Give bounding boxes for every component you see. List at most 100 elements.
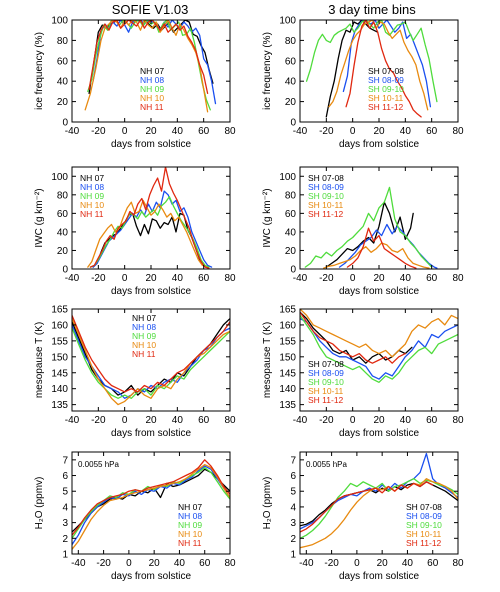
x-tick-label: -40 bbox=[293, 126, 308, 137]
x-tick-label: 0 bbox=[350, 273, 356, 284]
x-tick-label: -40 bbox=[65, 273, 80, 284]
x-tick-label: 40 bbox=[400, 273, 412, 284]
series-line-sh-10-11 bbox=[323, 242, 430, 269]
legend-entry: SH 11-12 bbox=[406, 538, 442, 548]
series-line-sh-10-11 bbox=[300, 478, 458, 549]
y-axis-label: mesopause T (K) bbox=[262, 322, 273, 398]
y-tick-label: 4 bbox=[290, 502, 296, 513]
y-tick-label: 2 bbox=[62, 534, 68, 545]
y-tick-label: 150 bbox=[279, 352, 296, 363]
y-tick-label: 5 bbox=[62, 487, 68, 498]
panel-sh-ice: -40 -20 0 20 40 60 80 0 20 40 60 80 100 days from sol… bbox=[262, 16, 464, 151]
legend-entry: SH 07-08 bbox=[406, 502, 442, 512]
x-tick-label: 40 bbox=[400, 415, 412, 426]
x-tick-label: -20 bbox=[319, 415, 334, 426]
y-tick-label: 40 bbox=[285, 77, 297, 88]
x-axis-label: days from solstice bbox=[111, 286, 191, 297]
legend-entry: NH 10 bbox=[80, 200, 104, 210]
y-tick-label: 135 bbox=[51, 400, 68, 411]
series-line-sh-11-12 bbox=[300, 311, 406, 364]
x-tick-label: -40 bbox=[65, 415, 80, 426]
legend-entry: SH 09-10 bbox=[406, 520, 442, 530]
legend-entry: SH 11-12 bbox=[308, 209, 344, 219]
series-line-nh-09 bbox=[72, 327, 230, 399]
legend-entry: SH 10-11 bbox=[406, 529, 442, 539]
y-tick-label: 7 bbox=[290, 455, 296, 466]
series-line-sh-07-08 bbox=[325, 201, 414, 268]
y-axis-label: IWC (g km⁻²) bbox=[34, 188, 45, 247]
series-line-sh-10-11 bbox=[328, 20, 429, 111]
x-tick-label: 40 bbox=[400, 126, 412, 137]
y-tick-label: 100 bbox=[51, 16, 68, 27]
legend-entry: NH 08 bbox=[140, 75, 164, 85]
x-tick-label: -20 bbox=[319, 126, 334, 137]
x-tick-label: -40 bbox=[293, 273, 308, 284]
x-tick-label: 40 bbox=[172, 126, 184, 137]
legend-entry: NH 09 bbox=[132, 331, 156, 341]
legend-entry: SH 07-08 bbox=[308, 359, 344, 369]
y-tick-label: 1 bbox=[290, 550, 296, 561]
x-tick-label: 20 bbox=[377, 558, 389, 569]
legend-entry: SH 09-10 bbox=[308, 377, 344, 387]
y-tick-label: 1 bbox=[62, 550, 68, 561]
y-tick-label: 80 bbox=[285, 190, 297, 201]
legend-entry: SH 07-08 bbox=[368, 66, 404, 76]
x-tick-label: 0 bbox=[350, 415, 356, 426]
y-tick-label: 165 bbox=[279, 305, 296, 316]
legend-entry: NH 10 bbox=[178, 529, 202, 539]
x-tick-label: 0 bbox=[354, 558, 360, 569]
legend-entry: NH 09 bbox=[140, 84, 164, 94]
y-tick-label: 0 bbox=[62, 265, 68, 276]
legend-entry: SH 11-12 bbox=[308, 395, 344, 405]
legend-entry: NH 11 bbox=[178, 538, 202, 548]
x-tick-label: 80 bbox=[452, 126, 464, 137]
panel-sh-temp: -40 -20 0 20 40 60 80 135 140 145 150 155 160 165 days… bbox=[262, 305, 464, 440]
x-tick-label: 20 bbox=[373, 126, 385, 137]
legend-entry: NH 10 bbox=[132, 340, 156, 350]
x-tick-label: 60 bbox=[198, 126, 210, 137]
legend-entry: NH 08 bbox=[178, 511, 202, 521]
series-line-nh-11 bbox=[88, 20, 209, 95]
y-tick-label: 4 bbox=[62, 502, 68, 513]
y-tick-label: 100 bbox=[279, 16, 296, 27]
legend-entry: NH 09 bbox=[80, 191, 104, 201]
y-tick-label: 100 bbox=[51, 172, 68, 183]
legend-entry: NH 11 bbox=[80, 209, 104, 219]
panel-nh-h2o: -40 -20 0 20 40 60 80 1 2 3 4 5 6 7 days from solstice… bbox=[34, 451, 236, 582]
y-tick-label: 150 bbox=[51, 352, 68, 363]
legend-entry: SH 08-09 bbox=[406, 511, 442, 521]
x-tick-label: 0 bbox=[122, 126, 128, 137]
y-tick-label: 20 bbox=[57, 246, 69, 257]
x-tick-label: 80 bbox=[224, 415, 236, 426]
plot-frame bbox=[71, 451, 231, 555]
legend-entry: NH 07 bbox=[140, 66, 164, 76]
legend-entry: NH 08 bbox=[132, 322, 156, 332]
x-tick-label: 60 bbox=[198, 415, 210, 426]
x-tick-label: 60 bbox=[426, 415, 438, 426]
legend-entry: SH 11-12 bbox=[368, 102, 404, 112]
y-tick-label: 140 bbox=[51, 384, 68, 395]
y-tick-label: 7 bbox=[62, 455, 68, 466]
x-tick-label: 40 bbox=[172, 273, 184, 284]
x-tick-label: 40 bbox=[172, 415, 184, 426]
legend-entry: SH 08-09 bbox=[308, 182, 344, 192]
y-tick-label: 3 bbox=[62, 518, 68, 529]
x-tick-label: 40 bbox=[174, 558, 186, 569]
x-tick-label: 80 bbox=[224, 558, 236, 569]
x-axis-label: days from solstice bbox=[339, 428, 419, 439]
panel-sh-iwc: -40 -20 0 20 40 60 80 0 20 40 60 80 100 days from sol… bbox=[262, 166, 464, 297]
x-tick-label: 80 bbox=[452, 558, 464, 569]
x-tick-label: -40 bbox=[71, 558, 86, 569]
series-line-nh-10 bbox=[72, 463, 230, 550]
y-tick-label: 0 bbox=[290, 265, 296, 276]
y-axis-label: ice frequency (%) bbox=[262, 32, 273, 110]
x-tick-label: 20 bbox=[145, 273, 157, 284]
legend-entry: SH 09-10 bbox=[368, 84, 404, 94]
x-tick-label: -20 bbox=[324, 558, 339, 569]
legend-entry: NH 07 bbox=[178, 502, 202, 512]
y-tick-label: 40 bbox=[57, 77, 69, 88]
y-tick-label: 80 bbox=[57, 190, 69, 201]
